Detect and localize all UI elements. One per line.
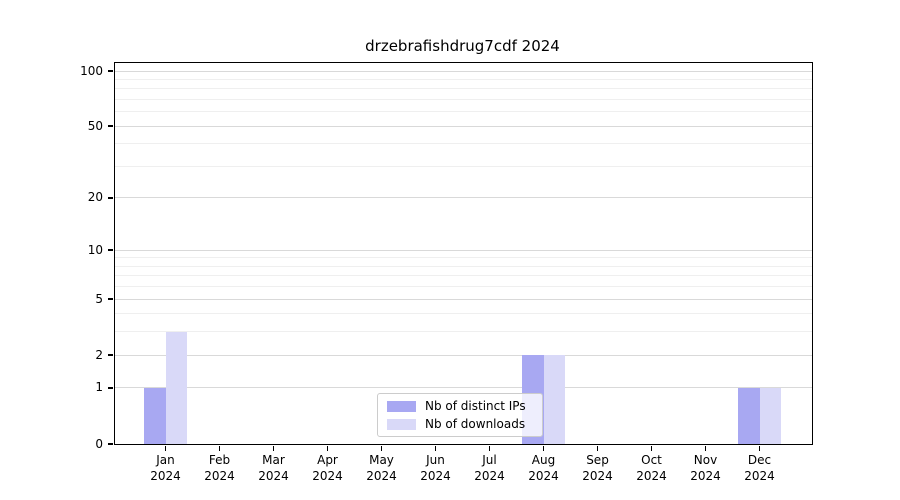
- bar-downloads-dec: [759, 387, 781, 444]
- minor-gridline: [115, 165, 812, 167]
- major-gridline: [115, 249, 812, 251]
- legend-swatch-distinct-ips: [387, 400, 416, 412]
- x-axis-tick: [164, 445, 167, 451]
- y-axis-tick-label: 0: [95, 436, 103, 451]
- x-axis-tick-label: Jul 2024: [474, 453, 505, 483]
- minor-gridline: [115, 331, 812, 333]
- y-axis-tick: [108, 298, 113, 300]
- x-axis-tick-label: Sep 2024: [582, 453, 613, 483]
- minor-gridline: [115, 265, 812, 267]
- plot-area: 100 50 20 10 5 2 1 0 Jan 2024 Feb 2024 Mar 2024 Apr 202…: [80, 62, 813, 483]
- legend-label-distinct-ips: Nb of distinct IPs: [425, 398, 526, 413]
- bar-distinct-ips-jan: [144, 387, 166, 444]
- y-axis-tick: [108, 354, 113, 356]
- x-axis-tick: [218, 445, 221, 451]
- major-gridline: [115, 197, 812, 199]
- minor-gridline: [115, 286, 812, 288]
- major-gridline: [115, 70, 812, 72]
- x-axis-tick: [704, 445, 707, 451]
- bar-distinct-ips-dec: [738, 387, 760, 444]
- major-gridline: [115, 387, 812, 389]
- y-axis-tick: [108, 125, 113, 127]
- y-axis-tick-label: 5: [95, 291, 103, 306]
- bar-downloads-jan: [165, 331, 187, 444]
- x-axis-tick: [380, 445, 383, 451]
- legend-label-downloads: Nb of downloads: [425, 416, 526, 431]
- y-axis-tick-label: 1: [95, 380, 103, 395]
- y-axis-tick: [108, 70, 113, 72]
- x-axis-tick: [488, 445, 491, 451]
- major-gridline: [115, 298, 812, 300]
- minor-gridline: [115, 257, 812, 259]
- y-axis-tick-label: 100: [80, 63, 103, 78]
- chart-title: drzebrafishdrug7cdf 2024: [365, 37, 560, 55]
- x-axis-tick-label: Oct 2024: [636, 453, 667, 483]
- x-axis-tick-label: Mar 2024: [258, 453, 289, 483]
- x-axis-tick-label: Nov 2024: [690, 453, 721, 483]
- legend: Nb of distinct IPs Nb of downloads: [377, 393, 543, 437]
- x-axis-tick-label: Dec 2024: [744, 453, 775, 483]
- minor-gridline: [115, 275, 812, 277]
- legend-item-distinct-ips: Nb of distinct IPs: [387, 399, 534, 414]
- minor-gridline: [115, 78, 812, 80]
- x-axis-tick-label: Feb 2024: [204, 453, 235, 483]
- x-axis-tick-label: Jan 2024: [150, 453, 181, 483]
- x-axis-tick-label: May 2024: [366, 453, 397, 483]
- major-gridline: [115, 125, 812, 127]
- x-axis-tick: [650, 445, 653, 451]
- x-axis-tick: [326, 445, 329, 451]
- x-axis-tick-label: Jun 2024: [420, 453, 451, 483]
- y-axis-tick-label: 10: [87, 242, 103, 257]
- x-axis-tick: [542, 445, 545, 451]
- y-axis-tick-label: 2: [95, 347, 103, 362]
- major-gridline: [115, 354, 812, 356]
- minor-gridline: [115, 143, 812, 145]
- x-axis-tick: [596, 445, 599, 451]
- x-axis-tick-label: Aug 2024: [528, 453, 559, 483]
- y-axis-tick: [108, 387, 113, 389]
- minor-gridline: [115, 111, 812, 113]
- y-axis-tick: [108, 249, 113, 251]
- y-axis-tick: [108, 197, 113, 199]
- x-axis-tick: [272, 445, 275, 451]
- legend-swatch-downloads: [387, 418, 416, 430]
- bar-downloads-aug: [543, 355, 565, 444]
- x-axis-tick: [434, 445, 437, 451]
- legend-item-downloads: Nb of downloads: [387, 417, 534, 432]
- minor-gridline: [115, 88, 812, 90]
- x-axis-tick-label: Apr 2024: [312, 453, 343, 483]
- y-axis-tick-label: 20: [87, 190, 103, 205]
- y-axis-tick-label: 50: [87, 118, 103, 133]
- y-axis-tick: [108, 443, 113, 445]
- minor-gridline: [115, 313, 812, 315]
- x-axis-tick: [758, 445, 761, 451]
- minor-gridline: [115, 98, 812, 100]
